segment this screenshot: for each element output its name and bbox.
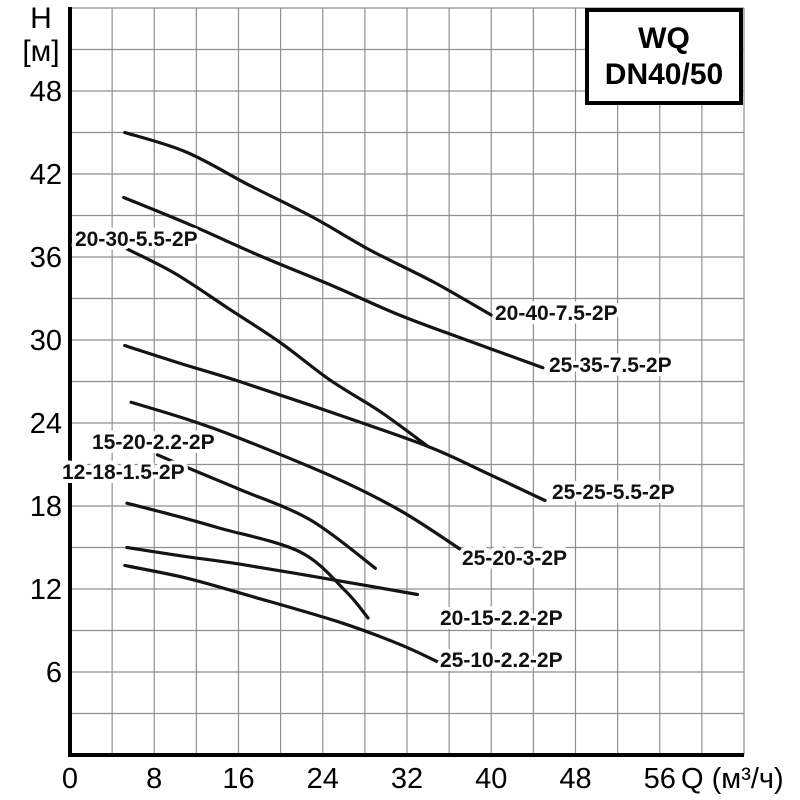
y-axis-title-symbol: H [30, 2, 52, 35]
curves-group [122, 130, 547, 664]
curve-20-30-5.5-2P [122, 245, 430, 449]
y-tick-label: 12 [30, 574, 62, 606]
x-tick-label: 24 [307, 763, 339, 795]
x-tick-label: 56 [644, 763, 676, 795]
grid-lines [69, 7, 745, 756]
curve-20-15-2.2-2P [125, 545, 420, 597]
curve-label-25-10-2.2-2P: 25-10-2.2-2P [440, 649, 563, 672]
y-tick-label: 6 [46, 657, 62, 689]
curve-25-35-7.5-2P [122, 195, 545, 370]
axes [68, 7, 744, 757]
x-tick-label: 0 [62, 763, 78, 795]
curve-label-25-20-3-2P: 25-20-3-2P [462, 547, 567, 570]
tick-labels-group: 6 12 18 24 30 36 42 48 0 8 16 24 32 40 48 56 Q (м³/ч) [30, 76, 784, 795]
x-tick-label: 8 [146, 763, 162, 795]
curve-label-20-15-2.2-2P: 20-15-2.2-2P [440, 607, 563, 630]
curve-label-20-40-7.5-2P: 20-40-7.5-2P [495, 302, 618, 325]
curve-25-25-5.5-2P [123, 343, 547, 503]
curve-25-20-3-2P [129, 400, 462, 551]
title-line-2: DN40/50 [604, 57, 724, 91]
curve-label-15-20-2.2-2P: 15-20-2.2-2P [92, 431, 215, 454]
curve-label-25-35-7.5-2P: 25-35-7.5-2P [549, 354, 672, 377]
curve-20-40-7.5-2P [123, 130, 493, 317]
title-box: WQ DN40/50 [585, 8, 743, 105]
y-tick-label: 36 [30, 242, 62, 274]
curve-25-10-2.2-2P [123, 563, 441, 664]
y-tick-label: 42 [30, 159, 62, 191]
y-tick-label: 24 [30, 408, 62, 440]
y-tick-label: 30 [30, 325, 62, 357]
x-tick-label: 16 [222, 763, 254, 795]
y-tick-label: 48 [30, 76, 62, 108]
x-axis-unit: Q (м³/ч) [681, 763, 784, 795]
curve-label-25-25-5.5-2P: 25-25-5.5-2P [552, 481, 675, 504]
curve-label-12-18-1.5-2P: 12-18-1.5-2P [62, 461, 185, 484]
curve-15-20-2.2-2P [155, 453, 377, 570]
y-axis-title-unit: [м] [22, 35, 60, 68]
curve-labels-group: 20-40-7.5-2P 25-35-7.5-2P 20-30-5.5-2P 25-2… [58, 224, 679, 676]
title-line-1: WQ [638, 21, 690, 55]
curve-12-18-1.5-2P [125, 501, 370, 620]
y-axis-title: H [м] [10, 2, 72, 68]
x-tick-label: 48 [559, 763, 591, 795]
curve-label-20-30-5.5-2P: 20-30-5.5-2P [75, 228, 198, 251]
x-tick-label: 32 [391, 763, 423, 795]
x-tick-label: 40 [475, 763, 507, 795]
y-tick-label: 18 [30, 491, 62, 523]
